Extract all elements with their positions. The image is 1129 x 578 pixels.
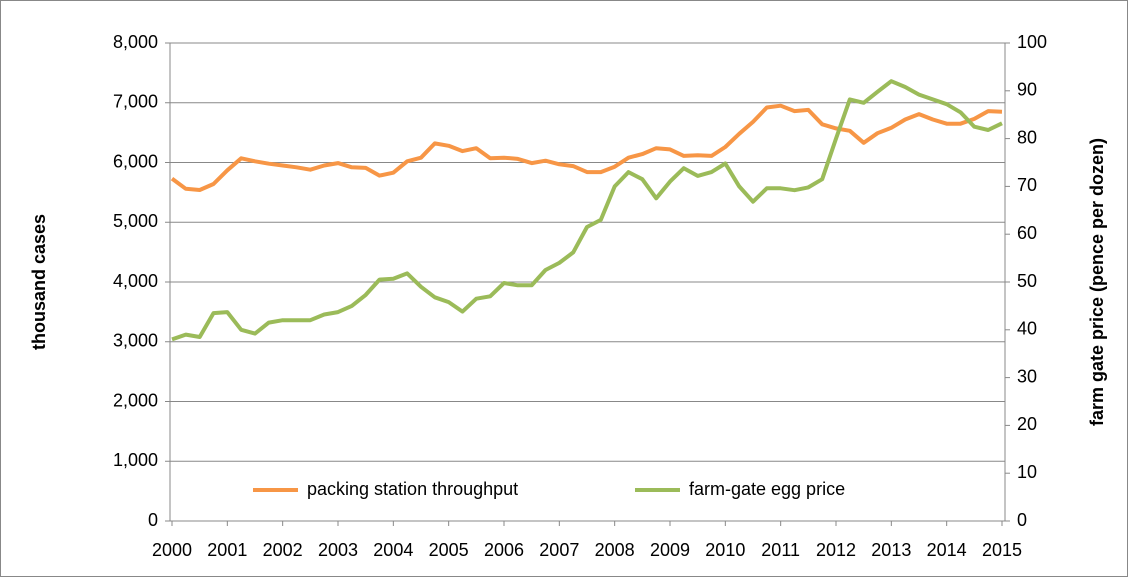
y-tick-label: 1,000: [113, 450, 158, 470]
y2-tick-label: 30: [1017, 366, 1037, 386]
y-tick-label: 0: [148, 510, 158, 530]
x-tick-label: 2000: [152, 540, 192, 560]
legend-label: farm-gate egg price: [689, 479, 845, 499]
y2-tick-label: 90: [1017, 80, 1037, 100]
y2-tick-label: 10: [1017, 462, 1037, 482]
x-tick-label: 2002: [263, 540, 303, 560]
y-tick-label: 5,000: [113, 211, 158, 231]
x-tick-label: 2005: [429, 540, 469, 560]
y-tick-label: 4,000: [113, 271, 158, 291]
x-tick-label: 2013: [871, 540, 911, 560]
x-tick-label: 2007: [539, 540, 579, 560]
x-tick-label: 2004: [373, 540, 413, 560]
x-tick-label: 2006: [484, 540, 524, 560]
y2-tick-label: 100: [1017, 32, 1047, 52]
y-tick-label: 2,000: [113, 390, 158, 410]
x-tick-label: 2015: [982, 540, 1022, 560]
y2-tick-label: 0: [1017, 510, 1027, 530]
y-axis-title: thousand cases: [29, 214, 49, 350]
x-tick-label: 2014: [927, 540, 967, 560]
x-tick-label: 2012: [816, 540, 856, 560]
y2-tick-label: 60: [1017, 223, 1037, 243]
x-tick-label: 2011: [761, 540, 800, 560]
x-tick-label: 2003: [318, 540, 358, 560]
y-tick-label: 8,000: [113, 32, 158, 52]
x-tick-label: 2010: [705, 540, 745, 560]
y2-tick-label: 20: [1017, 414, 1037, 434]
series-line: [171, 79, 1003, 342]
x-tick-label: 2009: [650, 540, 690, 560]
y2-tick-label: 80: [1017, 127, 1037, 147]
y-tick-label: 3,000: [113, 331, 158, 351]
y2-tick-label: 50: [1017, 271, 1037, 291]
y2-axis-title: farm gate price (pence per dozen): [1087, 138, 1107, 426]
y2-tick-label: 40: [1017, 319, 1037, 339]
legend-label: packing station throughput: [307, 479, 518, 499]
series-line: [170, 103, 1003, 192]
y-tick-label: 6,000: [113, 151, 158, 171]
y2-tick-label: 70: [1017, 175, 1037, 195]
x-tick-label: 2001: [207, 540, 247, 560]
x-tick-label: 2008: [595, 540, 635, 560]
y-tick-label: 7,000: [113, 92, 158, 112]
